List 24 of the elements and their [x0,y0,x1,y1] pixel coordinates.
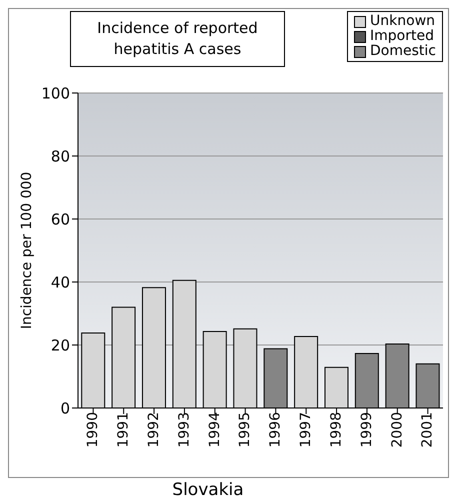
y-tick-label: 20 [50,336,70,354]
y-tick-label: 60 [50,210,70,228]
y-tick-label: 0 [60,399,70,418]
x-tick-label: 1996 [268,412,284,448]
x-tick-label: 1990 [85,412,102,448]
chart-title: Incidence of reported hepatitis A cases [70,11,285,67]
y-tick-label: 80 [50,147,70,166]
x-tick-label: 1993 [176,412,192,448]
x-tick-label: 1999 [358,412,375,448]
y-tick-label: 100 [41,84,70,102]
x-tick-label: 1998 [328,412,344,448]
y-tick-label: 40 [50,273,70,292]
x-tick-label: 1991 [116,412,132,448]
legend-label: Domestic [370,43,436,59]
x-tick-label: 2000 [389,412,406,448]
x-tick-label: 2001 [420,412,436,448]
text: Slovakia [171,480,245,500]
x-tick-label: 1994 [206,412,223,448]
legend-label: Imported [370,28,434,44]
x-tick-label: 1995 [237,412,254,448]
x-tick-label: 1997 [298,412,314,448]
x-tick-label: 1992 [146,412,162,448]
legend-label: Unknown [370,13,436,29]
y-axis-title: Incidence per 100 000 [18,172,35,330]
